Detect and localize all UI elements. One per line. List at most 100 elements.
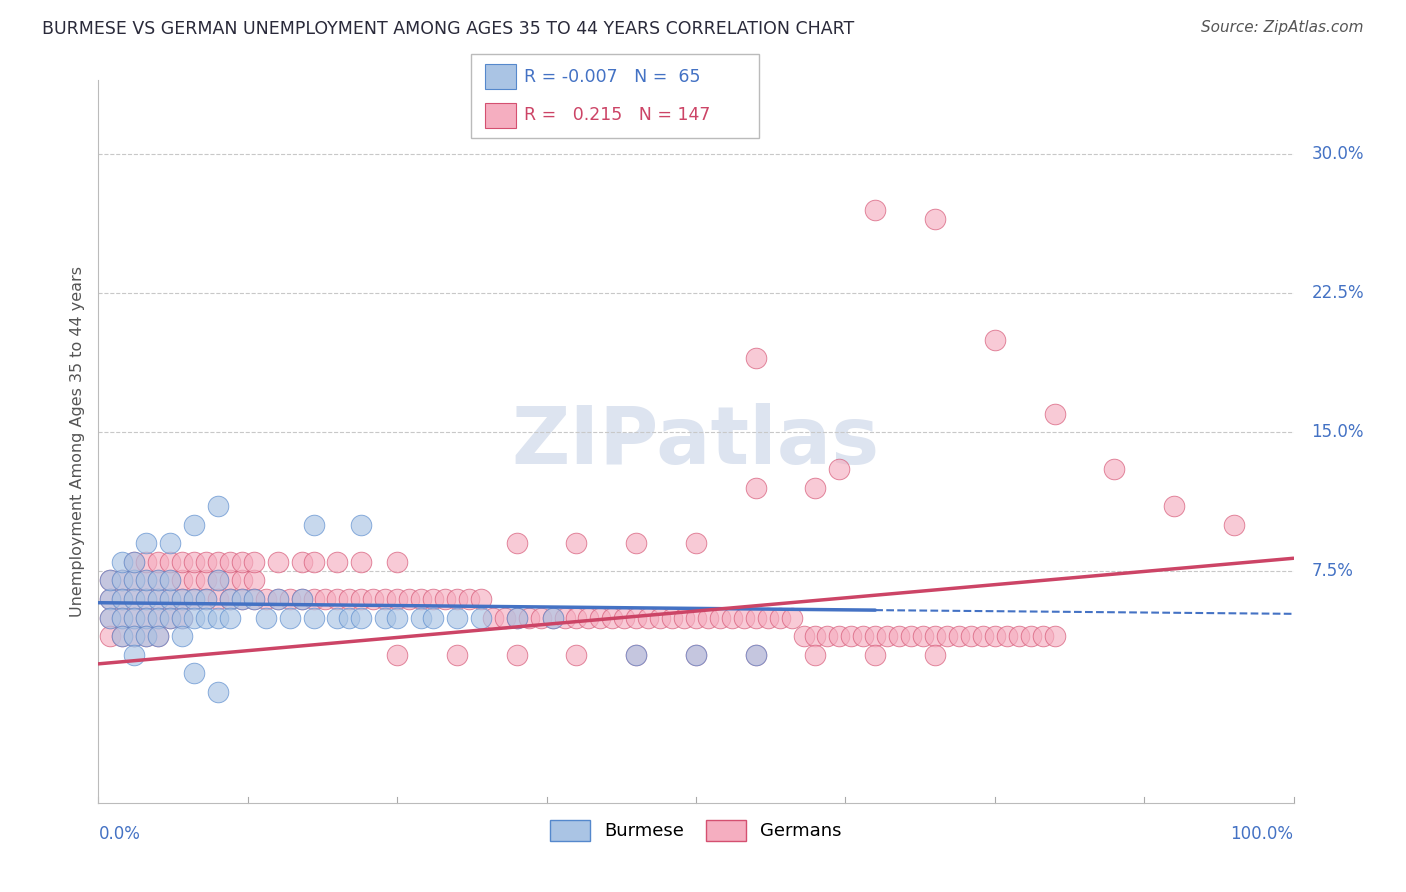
Point — [350, 517, 373, 532]
Point — [411, 592, 433, 607]
Point — [339, 592, 361, 607]
Point — [494, 610, 516, 624]
Point — [124, 574, 146, 588]
Point — [159, 555, 181, 569]
Point — [315, 592, 337, 607]
Legend: Burmese, Germans: Burmese, Germans — [543, 813, 849, 848]
Point — [470, 592, 492, 607]
Point — [565, 610, 588, 624]
Point — [815, 629, 838, 643]
Point — [326, 592, 349, 607]
Point — [98, 592, 122, 607]
Text: 7.5%: 7.5% — [1312, 562, 1354, 580]
Point — [446, 592, 468, 607]
Point — [530, 610, 553, 624]
Point — [183, 574, 205, 588]
Point — [302, 610, 325, 624]
Point — [98, 610, 122, 624]
Point — [745, 610, 768, 624]
Point — [183, 592, 205, 607]
Point — [195, 592, 218, 607]
Point — [804, 648, 827, 662]
Point — [98, 629, 122, 643]
Point — [745, 481, 768, 495]
Point — [434, 592, 457, 607]
Point — [517, 610, 540, 624]
Point — [302, 517, 325, 532]
Point — [135, 574, 157, 588]
Point — [565, 648, 588, 662]
Point — [111, 592, 134, 607]
Point — [135, 610, 157, 624]
Point — [159, 574, 181, 588]
Point — [195, 610, 218, 624]
Point — [446, 610, 468, 624]
Point — [589, 610, 612, 624]
Point — [626, 648, 648, 662]
Point — [243, 555, 266, 569]
Point — [385, 610, 409, 624]
Point — [219, 574, 242, 588]
Point — [98, 610, 122, 624]
Point — [111, 610, 134, 624]
Point — [195, 574, 218, 588]
Point — [172, 629, 194, 643]
Point — [98, 592, 122, 607]
Point — [291, 555, 314, 569]
Point — [470, 610, 492, 624]
Point — [1043, 629, 1066, 643]
Point — [135, 629, 157, 643]
Point — [111, 574, 134, 588]
Point — [159, 536, 181, 550]
Point — [685, 648, 707, 662]
Point — [865, 202, 887, 217]
Point — [183, 517, 205, 532]
Point — [709, 610, 731, 624]
Point — [995, 629, 1018, 643]
Point — [207, 574, 229, 588]
Point — [374, 610, 396, 624]
Point — [278, 592, 301, 607]
Point — [924, 648, 946, 662]
Point — [865, 648, 887, 662]
Point — [385, 648, 409, 662]
Point — [207, 555, 229, 569]
Point — [721, 610, 744, 624]
Point — [804, 481, 827, 495]
Point — [626, 610, 648, 624]
Point — [565, 536, 588, 550]
Point — [326, 610, 349, 624]
Point — [780, 610, 803, 624]
Point — [422, 610, 444, 624]
Point — [422, 592, 444, 607]
Point — [219, 610, 242, 624]
Point — [159, 610, 181, 624]
Point — [183, 555, 205, 569]
Point — [852, 629, 875, 643]
Point — [339, 610, 361, 624]
Point — [1019, 629, 1042, 643]
Point — [135, 592, 157, 607]
Text: BURMESE VS GERMAN UNEMPLOYMENT AMONG AGES 35 TO 44 YEARS CORRELATION CHART: BURMESE VS GERMAN UNEMPLOYMENT AMONG AGE… — [42, 20, 855, 37]
Text: 30.0%: 30.0% — [1312, 145, 1364, 163]
Point — [626, 536, 648, 550]
Point — [578, 610, 600, 624]
Point — [1104, 462, 1126, 476]
Point — [124, 648, 146, 662]
Point — [219, 592, 242, 607]
Point — [254, 592, 277, 607]
Point — [135, 592, 157, 607]
Point — [828, 629, 851, 643]
Point — [613, 610, 636, 624]
Point — [972, 629, 994, 643]
Point — [254, 610, 277, 624]
Point — [1043, 407, 1066, 421]
Point — [458, 592, 481, 607]
Point — [637, 610, 659, 624]
Point — [626, 648, 648, 662]
Text: 15.0%: 15.0% — [1312, 424, 1364, 442]
Point — [1163, 500, 1185, 514]
Point — [350, 555, 373, 569]
Text: Source: ZipAtlas.com: Source: ZipAtlas.com — [1201, 20, 1364, 35]
Point — [697, 610, 720, 624]
